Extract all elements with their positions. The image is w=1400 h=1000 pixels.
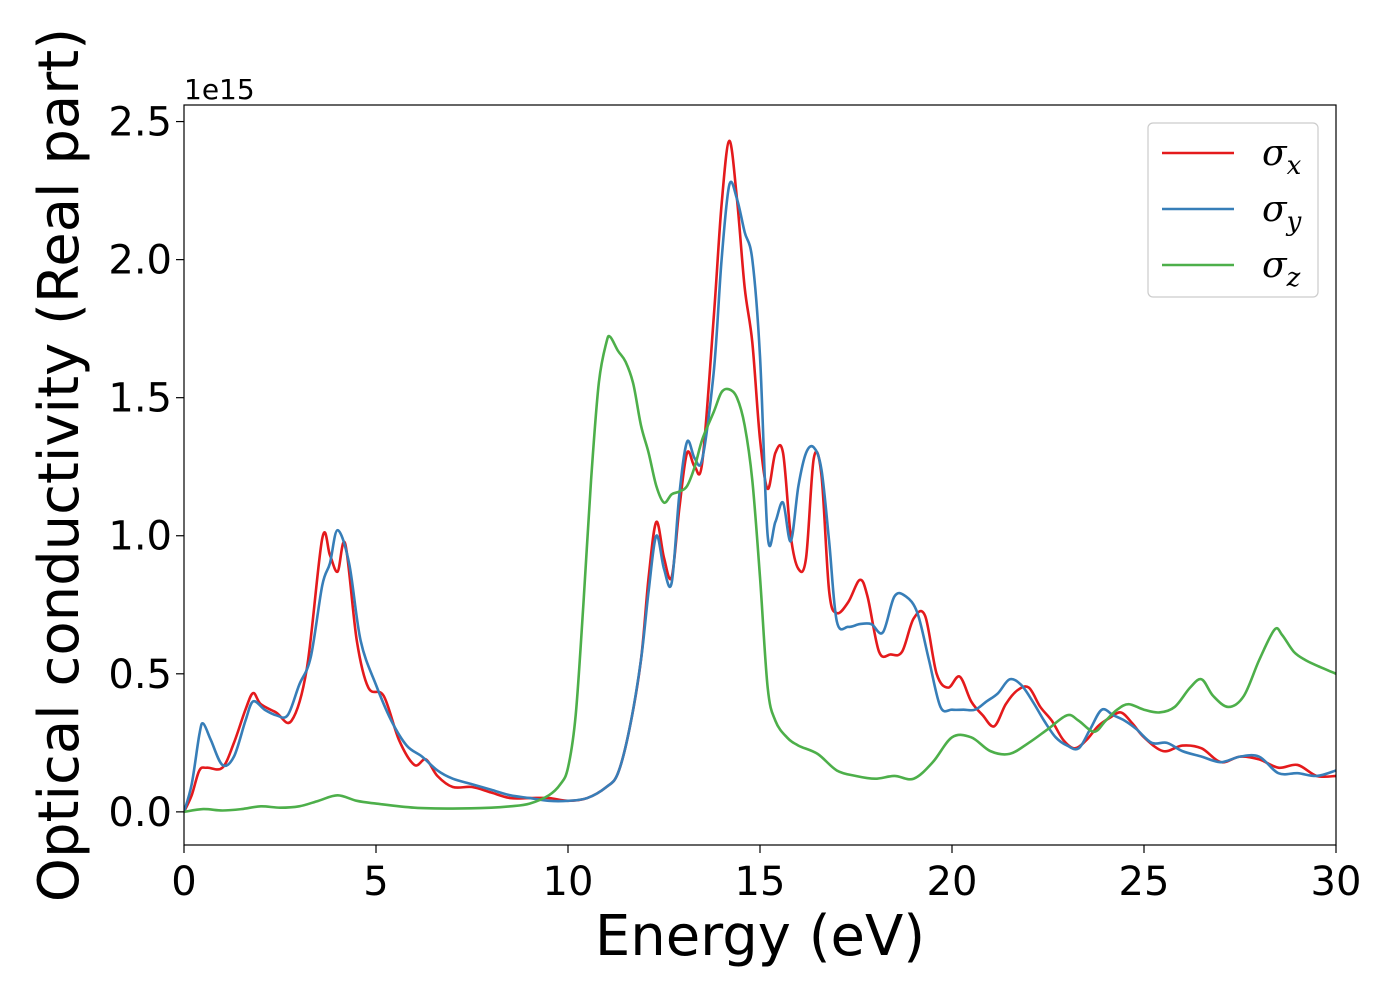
x-tick-label: 10	[543, 859, 594, 905]
x-tick-label: 30	[1311, 859, 1362, 905]
y-tick-label: 2.0	[108, 238, 172, 284]
legend-label: σx	[1262, 133, 1302, 181]
x-tick-label: 5	[363, 859, 388, 905]
y-tick-label: 0.0	[108, 790, 172, 836]
series-line-z	[184, 334, 1336, 814]
legend-entry-x: σx	[1162, 133, 1302, 181]
x-axis-title: Energy (eV)	[595, 904, 925, 969]
x-tick-label: 20	[927, 859, 978, 905]
y-tick-label: 2.5	[108, 100, 172, 146]
legend-entry-z: σz	[1162, 245, 1301, 293]
legend-entry-y: σy	[1162, 189, 1302, 237]
x-tick-label: 0	[171, 859, 196, 905]
legend-label: σz	[1262, 245, 1301, 293]
y-tick-label: 1.0	[108, 514, 172, 560]
y-tick-label: 0.5	[108, 652, 172, 698]
y-axis-title: Optical conductivity (Real part)	[27, 28, 92, 902]
x-tick-label: 15	[735, 859, 786, 905]
legend: σx σy σz	[1147, 122, 1319, 298]
series-line-y	[184, 180, 1336, 814]
x-tick-label: 25	[1119, 859, 1170, 905]
y-axis-offset-label: 1e15	[184, 73, 255, 106]
series-layer	[184, 139, 1336, 814]
y-tick-label: 1.5	[108, 376, 172, 422]
legend-label: σy	[1262, 189, 1302, 237]
axis-ticks: 0 5 10 15 20 25 30 0.0 0.5 1.0 1.5 2.0 2.5	[108, 100, 1361, 905]
